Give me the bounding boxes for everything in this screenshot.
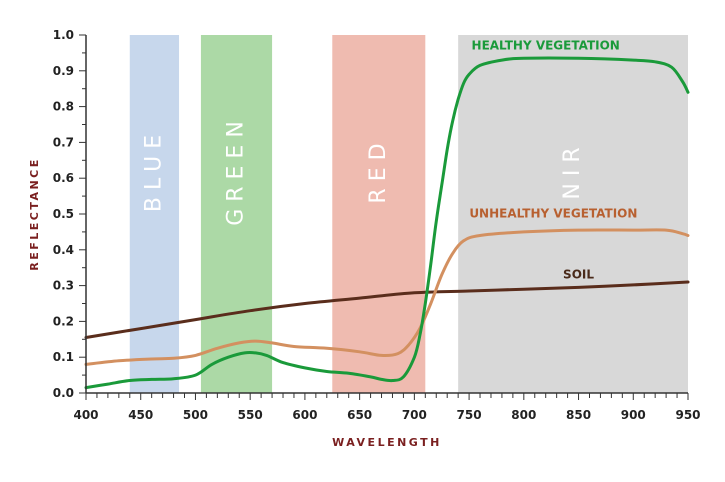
x-tick-label: 400 xyxy=(73,408,98,422)
y-axis-title: REFLECTANCE xyxy=(28,157,41,271)
y-tick-label: 0.9 xyxy=(53,64,74,78)
y-tick-label: 0.5 xyxy=(53,207,74,221)
band-green xyxy=(200,35,273,393)
band-red xyxy=(332,35,426,393)
x-axis-title: WAVELENGTH xyxy=(332,436,442,449)
x-tick-label: 850 xyxy=(566,408,591,422)
series-lines xyxy=(84,56,690,390)
axes: 400 450 500 550 600 650 700 750 800 850 900 950 0.0 0… xyxy=(53,28,701,422)
y-tick-label: 0.7 xyxy=(53,135,74,149)
band-blue xyxy=(129,35,180,393)
y-tick-label: 0.2 xyxy=(53,314,74,328)
series-line-unhealthy-vegetation xyxy=(84,228,690,366)
y-tick-label: 0.6 xyxy=(53,171,74,185)
series-line-soil xyxy=(84,280,690,339)
x-tick-label: 750 xyxy=(457,408,482,422)
series-label-unhealthy-vegetation: UNHEALTHY VEGETATION xyxy=(469,207,637,221)
y-tick-label: 0.1 xyxy=(53,350,74,364)
x-tick-label: 450 xyxy=(128,408,153,422)
series-label-healthy-vegetation: HEALTHY VEGETATION xyxy=(472,38,620,52)
band-label-green: GREEN xyxy=(224,114,249,226)
y-tick-label: 0.8 xyxy=(53,100,74,114)
band-label-blue: BLUE xyxy=(141,128,166,212)
band-label-red: RED xyxy=(366,136,391,203)
band-nir xyxy=(458,35,688,393)
x-tick-label: 900 xyxy=(621,408,646,422)
x-tick-label: 500 xyxy=(183,408,208,422)
series-line-healthy-vegetation xyxy=(84,56,690,390)
y-tick-label: 0.0 xyxy=(53,386,74,400)
x-tick-label: 550 xyxy=(238,408,263,422)
x-tick-label: 950 xyxy=(675,408,700,422)
series-label-soil: SOIL xyxy=(563,267,594,281)
series-labels: HEALTHY VEGETATION UNHEALTHY VEGETATION SO… xyxy=(469,38,637,281)
band-label-nir: NIR xyxy=(560,140,585,199)
y-tick-label: 0.3 xyxy=(53,279,74,293)
x-tick-label: 700 xyxy=(402,408,427,422)
spectral-bands: BLUE GREEN RED NIR xyxy=(129,35,688,393)
x-tick-label: 650 xyxy=(347,408,372,422)
x-tick-label: 800 xyxy=(511,408,536,422)
y-tick-label: 1.0 xyxy=(53,28,74,42)
x-tick-label: 600 xyxy=(292,408,317,422)
y-tick-label: 0.4 xyxy=(53,243,74,257)
